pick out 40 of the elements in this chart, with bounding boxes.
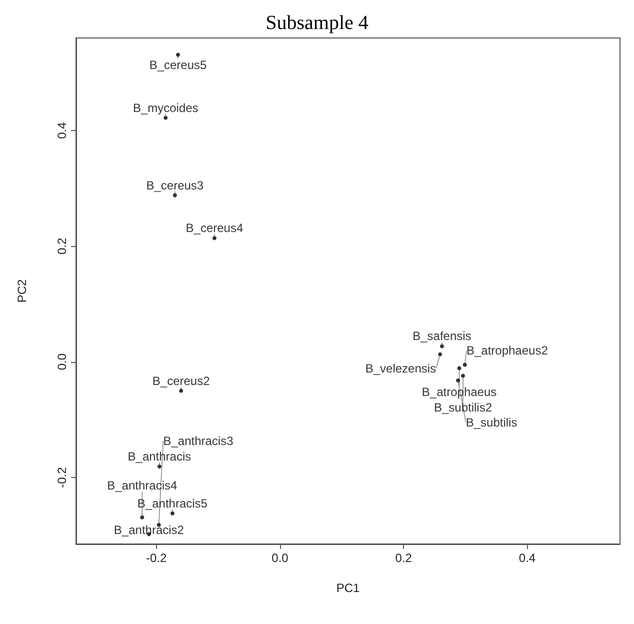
point <box>179 388 184 393</box>
point <box>456 378 460 382</box>
point <box>457 366 462 370</box>
point <box>462 362 467 367</box>
point <box>460 374 465 378</box>
point <box>176 52 180 57</box>
point <box>438 352 442 356</box>
series-label: B_cereus2 <box>152 374 210 388</box>
point <box>157 464 162 469</box>
series-label: B_safensis <box>412 329 472 344</box>
x-tick-label: 0.2 <box>395 551 412 565</box>
series-label: B_atrophaeus2 <box>466 344 548 358</box>
series-label: B_mycoides <box>132 100 198 115</box>
x-tick-label: 0.4 <box>518 551 536 565</box>
series-label: B_anthracis <box>128 450 192 464</box>
series-label: B_cereus3 <box>146 178 204 192</box>
x-tick-label: 0.0 <box>272 551 289 565</box>
text: B_subtilis <box>466 415 518 430</box>
series-label: B_atrophaeus <box>422 385 497 400</box>
point <box>170 511 174 516</box>
y-tick-label: -0.2 <box>55 466 69 488</box>
x-tick-label: -0.2 <box>146 551 168 565</box>
text: B_anthracis4 <box>107 478 178 492</box>
series-label: B_velezensis <box>365 361 436 376</box>
chart-title: Subsample 4 <box>266 12 368 34</box>
x-axis-title: PC1 <box>336 581 360 595</box>
point <box>164 116 168 120</box>
point <box>172 193 177 198</box>
point <box>140 515 144 520</box>
series-label: B_cereus4 <box>186 221 244 236</box>
y-tick-label: 0.0 <box>55 353 69 370</box>
y-tick-label: 0.4 <box>55 122 69 139</box>
series-label: B_anthracis2 <box>114 523 184 538</box>
y-axis-title: PC2 <box>15 279 29 303</box>
point <box>440 344 444 348</box>
point <box>212 236 216 240</box>
series-label: B_cereus5 <box>149 58 208 72</box>
y-tick-label: 0.2 <box>55 238 69 255</box>
text: B_anthracis3 <box>163 434 234 448</box>
text: B_subtilis2 <box>434 400 492 415</box>
